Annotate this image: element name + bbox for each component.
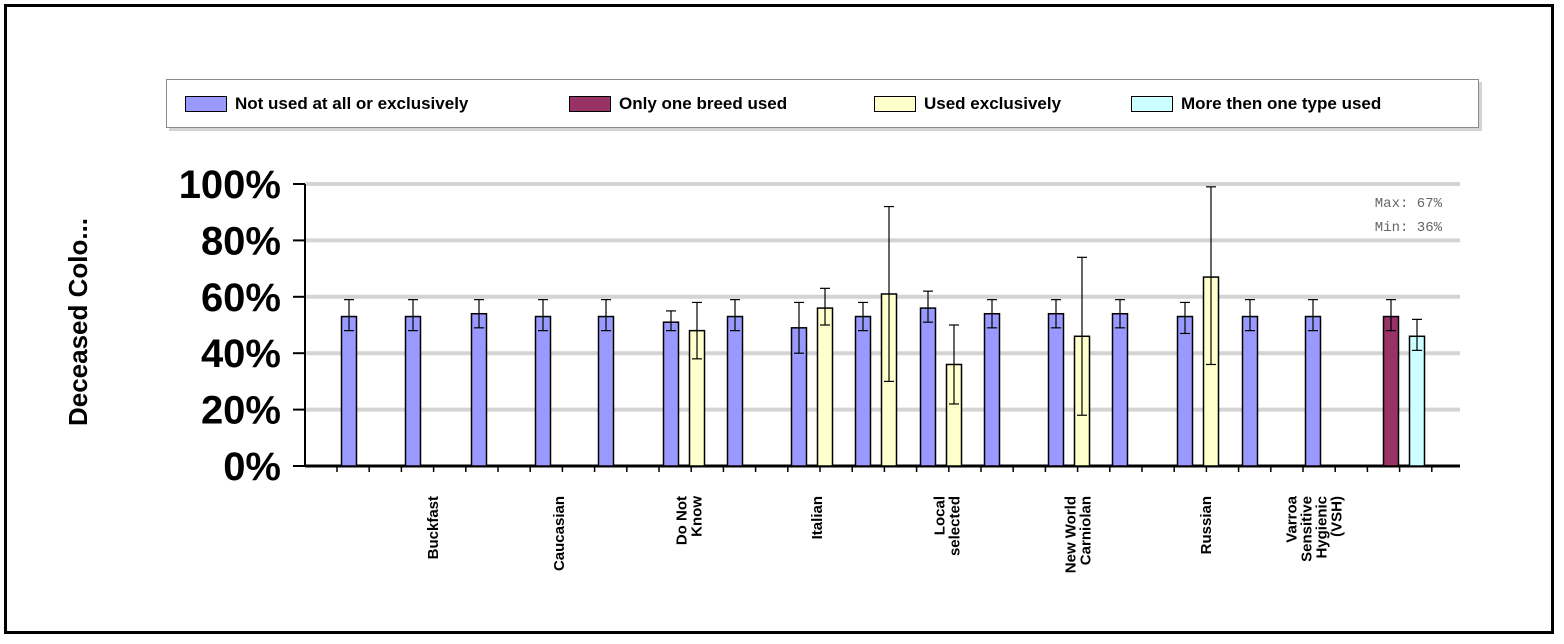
bar [1176, 315, 1194, 467]
svg-text:Sensitive: Sensitive [1299, 496, 1316, 562]
x-tick-label: Buckfast [425, 496, 442, 559]
bar [983, 312, 1001, 467]
svg-text:Hygienic: Hygienic [1314, 496, 1331, 559]
legend-item-used-exclusively: Used exclusively [874, 94, 1061, 114]
bar [340, 315, 358, 467]
svg-text:Local: Local [932, 496, 949, 535]
bar [1111, 312, 1129, 467]
bar [1241, 315, 1259, 467]
svg-text:selected: selected [947, 496, 964, 556]
legend-label: Not used at all or exclusively [235, 94, 469, 113]
legend-swatch [185, 96, 227, 112]
y-tick-label: 60% [201, 276, 281, 320]
y-tick-label: 100% [179, 163, 281, 207]
bar [726, 315, 744, 467]
svg-text:Caucasian: Caucasian [551, 496, 568, 571]
bar [1304, 315, 1322, 467]
bar [534, 315, 552, 467]
x-tick-label: Italian [809, 496, 826, 539]
svg-text:Carniolan: Carniolan [1078, 496, 1095, 565]
svg-text:Buckfast: Buckfast [425, 496, 442, 559]
legend-swatch [569, 96, 611, 112]
bar [854, 315, 872, 467]
x-tick-label: Caucasian [551, 496, 568, 571]
legend-swatch [1131, 96, 1173, 112]
bar [1047, 312, 1065, 467]
legend-item-not-used: Not used at all or exclusively [185, 94, 468, 114]
bar [1382, 315, 1400, 467]
svg-text:(VSH): (VSH) [1329, 496, 1346, 537]
legend-label: Only one breed used [619, 94, 788, 113]
bar [597, 315, 615, 467]
max-annotation: Max: 67% [1374, 196, 1442, 212]
svg-text:Do Not: Do Not [674, 496, 691, 545]
y-tick-label: 40% [201, 332, 281, 376]
bar [404, 315, 422, 467]
y-tick-label: 0% [223, 445, 281, 489]
legend-item-only-one-breed: Only one breed used [569, 94, 787, 114]
bar [816, 307, 834, 467]
legend-swatch [874, 96, 916, 112]
svg-text:Varroa: Varroa [1284, 495, 1301, 542]
x-tick-label: Russian [1198, 496, 1215, 554]
y-tick-label: 80% [201, 219, 281, 263]
min-annotation: Min: 36% [1374, 220, 1442, 236]
legend-label: More then one type used [1181, 94, 1382, 113]
bar [1408, 335, 1426, 467]
bar [662, 321, 680, 467]
bar [919, 307, 937, 467]
legend-label: Used exclusively [924, 94, 1062, 113]
legend: Not used at all or exclusively Only one … [166, 79, 1479, 128]
svg-text:Italian: Italian [809, 496, 826, 539]
svg-text:New World: New World [1063, 496, 1080, 573]
svg-text:Russian: Russian [1198, 496, 1215, 554]
bar [470, 312, 488, 467]
svg-text:Know: Know [689, 496, 706, 537]
legend-item-more-than-one: More then one type used [1131, 94, 1381, 114]
y-tick-label: 20% [201, 389, 281, 433]
